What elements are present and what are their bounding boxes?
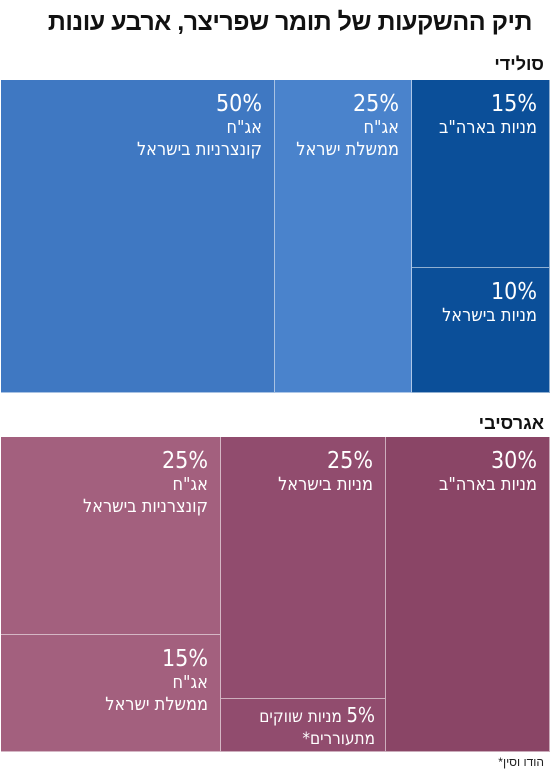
tile-israel-stocks: 25% מניות בישראל: [221, 437, 386, 699]
treemap-solid: 50% אג"ח קונצרניות בישראל 25% אג"ח ממשלת יש…: [0, 80, 550, 393]
section-label-solid: סולידי: [494, 54, 544, 74]
tile-label: אג"ח ממשלת ישראל: [296, 117, 399, 160]
tile-label: אג"ח ממשלת ישראל: [105, 672, 208, 715]
tile-text: 10% מניות בישראל: [442, 280, 537, 327]
tile-percent: 15%: [491, 91, 537, 117]
tile-label: מניות בישראל: [442, 305, 537, 326]
tile-label: מניות בארה"ב: [438, 474, 537, 495]
tile-percent: 10%: [491, 279, 537, 305]
chart-title: תיק ההשקעות של תומר שפריצר, ארבע עונות: [47, 8, 533, 36]
tile-text: 25% מניות בישראל: [278, 449, 373, 496]
tile-government-bonds-israel: 15% אג"ח ממשלת ישראל: [1, 635, 221, 752]
tile-label: מניות בארה"ב: [438, 117, 537, 138]
tile-percent: 15%: [162, 646, 208, 672]
tile-us-stocks: 15% מניות בארה"ב: [412, 80, 550, 268]
tile-text: 50% אג"ח קונצרניות בישראל: [137, 92, 262, 161]
tile-label: מניות בישראל: [278, 474, 373, 495]
tile-percent: 25%: [353, 91, 399, 117]
tile-corporate-bonds-israel: 50% אג"ח קונצרניות בישראל: [1, 80, 275, 393]
tile-government-bonds-israel: 25% אג"ח ממשלת ישראל: [275, 80, 412, 393]
tile-label: אג"ח קונצרניות בישראל: [136, 117, 262, 160]
tile-label: אג"ח קונצרניות בישראל: [82, 474, 208, 517]
tile-percent: 30%: [491, 448, 537, 474]
tile-israel-stocks: 10% מניות בישראל: [412, 268, 550, 393]
tile-text: 25% אג"ח קונצרניות בישראל: [83, 449, 208, 518]
section-label-aggressive: אגרסיבי: [478, 413, 544, 433]
tile-text: 5% מניות שווקים מתעוררים*: [226, 703, 375, 750]
tile-percent: 50%: [216, 91, 262, 117]
tile-label: מניות שווקים מתעוררים*: [259, 707, 375, 749]
tile-corporate-bonds-israel: 25% אג"ח קונצרניות בישראל: [1, 437, 221, 635]
tile-text: 30% מניות בארה"ב: [439, 449, 537, 496]
tile-text: 25% אג"ח ממשלת ישראל: [296, 92, 399, 161]
tile-percent: 25%: [162, 448, 208, 474]
tile-text: 15% אג"ח ממשלת ישראל: [105, 647, 208, 716]
treemap-aggressive: 25% אג"ח קונצרניות בישראל 15% אג"ח ממשלת יש…: [0, 437, 550, 752]
tile-us-stocks: 30% מניות בארה"ב: [386, 437, 550, 752]
tile-percent: 5%: [346, 703, 375, 727]
tile-text: 15% מניות בארה"ב: [439, 92, 537, 139]
source-credit: הודו וסין*: [498, 755, 544, 769]
tile-emerging-markets-stocks: 5% מניות שווקים מתעוררים*: [221, 699, 386, 752]
tile-percent: 25%: [327, 448, 373, 474]
